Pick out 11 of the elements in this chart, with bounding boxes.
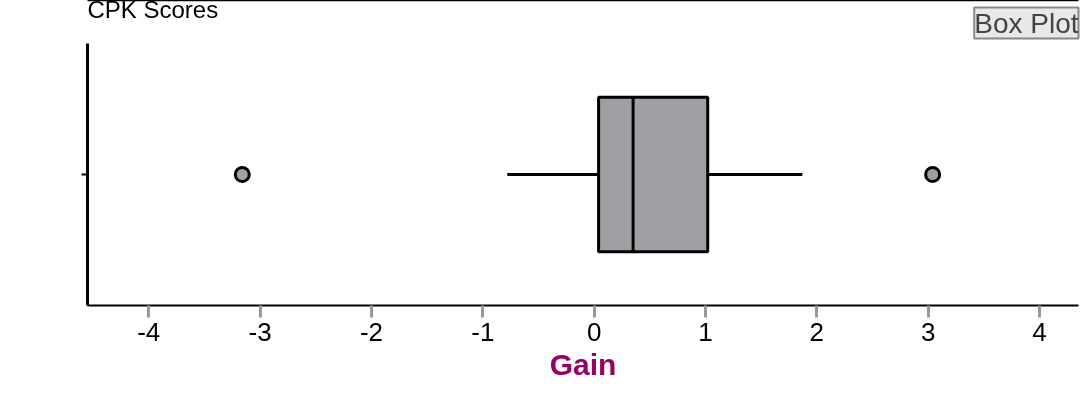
x-tick-label: 2 xyxy=(809,316,825,347)
x-tick-label: 0 xyxy=(586,316,602,347)
x-axis-title: Gain xyxy=(549,347,617,381)
x-tick-label: -3 xyxy=(248,316,272,347)
x-tick-label: 4 xyxy=(1032,316,1047,347)
x-tick-label: -1 xyxy=(471,316,495,347)
chart-title: CPK Scores xyxy=(87,0,219,23)
x-tick-label: -4 xyxy=(137,316,161,347)
x-tick-label: 1 xyxy=(698,316,713,347)
x-tick-label: -2 xyxy=(359,316,383,347)
x-tick-label: 3 xyxy=(920,316,936,347)
